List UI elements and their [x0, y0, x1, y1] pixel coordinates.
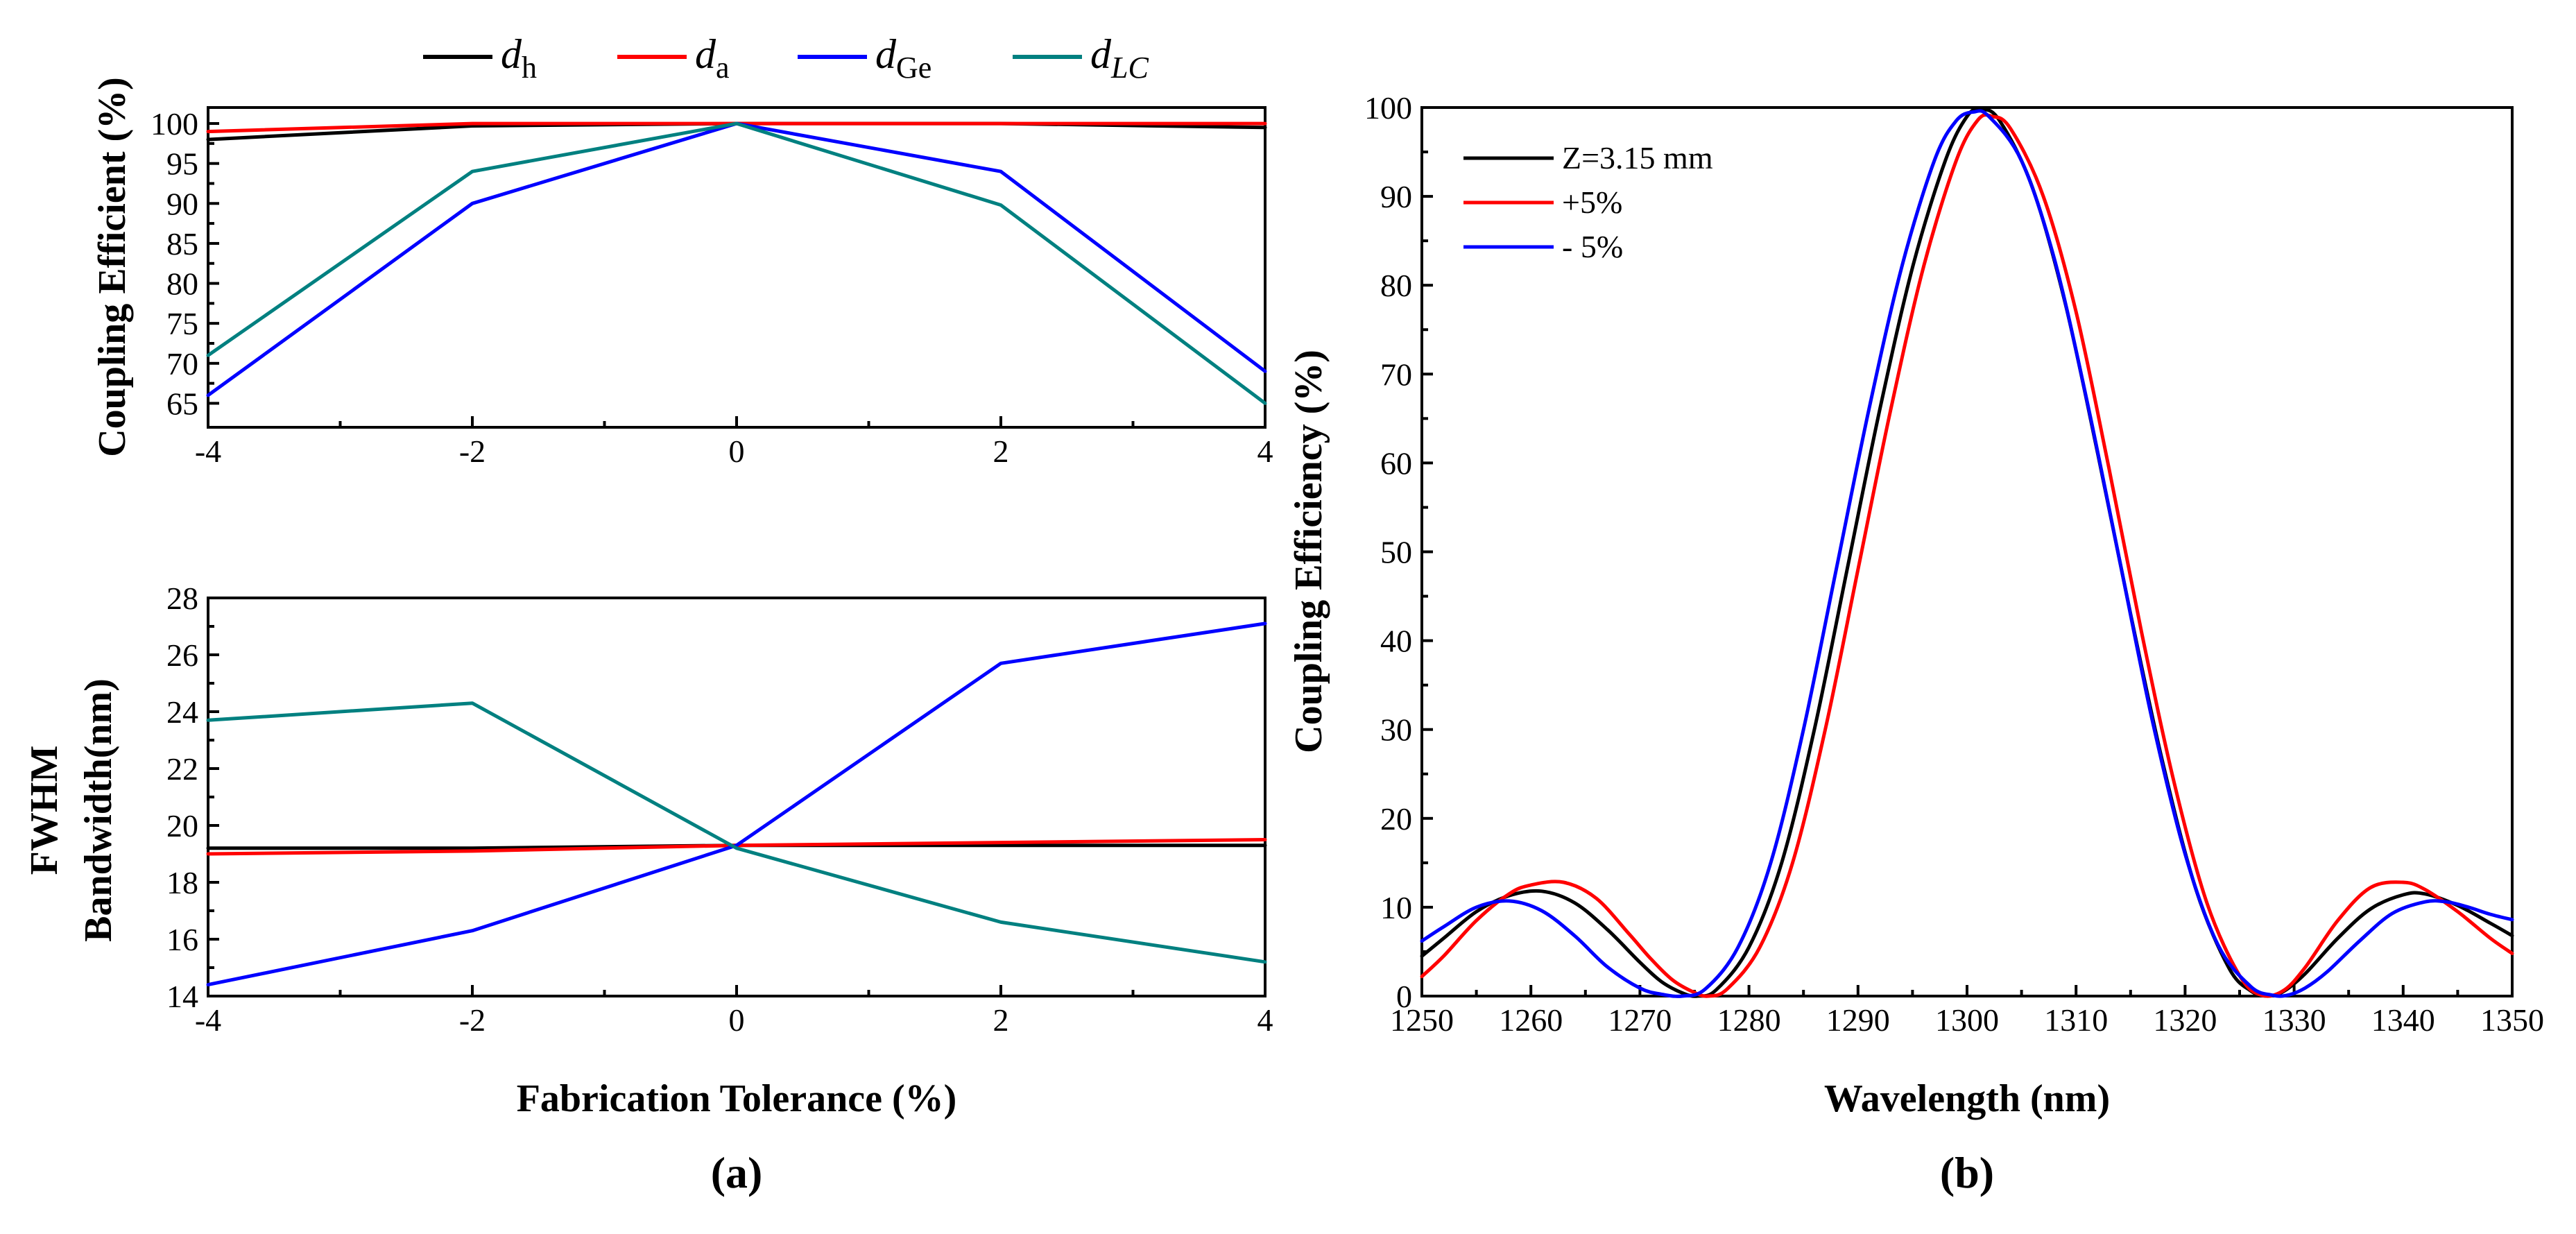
x-tick-label: -2 — [459, 1002, 486, 1038]
x-tick-label: 1310 — [2044, 1002, 2108, 1038]
x-tick-label: 2 — [993, 1002, 1009, 1038]
series-line-a-bottom-dGe — [206, 622, 1267, 987]
panel-b-chart: 1250 1260 1270 1280 1290 1300 1310 1320 1330 1340… — [1287, 90, 2544, 1197]
y-axis-title-a-bottom-line1: FWHM — [23, 746, 66, 875]
y-tick-label: 70 — [1380, 357, 1412, 392]
x-tick-label: -2 — [459, 434, 486, 469]
y-tick-label: 18 — [166, 865, 198, 900]
legend-label-dGe: dGe — [875, 31, 931, 85]
series-line-b-- 5% — [1420, 109, 2514, 998]
x-ticks-a-bottom: -4 -2 0 2 4 — [195, 985, 1273, 1038]
x-tick-label: 1330 — [2262, 1002, 2326, 1038]
series-a-bottom — [206, 622, 1267, 987]
y-tick-label: 65 — [166, 386, 198, 421]
y-tick-label: 30 — [1380, 712, 1412, 748]
legend-label-dLC: dLC — [1090, 31, 1149, 85]
y-tick-label: 90 — [166, 186, 198, 221]
legend-label-dh: dh — [501, 31, 537, 85]
series-line-a-top-dGe — [206, 121, 1267, 397]
y-tick-label: 40 — [1380, 624, 1412, 659]
y-tick-label: 100 — [1364, 90, 1412, 126]
x-tick-label: 4 — [1257, 434, 1273, 469]
y-tick-label: 26 — [166, 637, 198, 673]
y-tick-label: 50 — [1380, 535, 1412, 570]
x-tick-label: 1250 — [1390, 1002, 1454, 1038]
legend-label-b: Z=3.15 mm — [1562, 140, 1713, 175]
legend-label-b: +5% — [1562, 185, 1622, 220]
y-tick-label: 90 — [1380, 179, 1412, 214]
y-tick-label: 24 — [166, 694, 198, 730]
y-tick-label: 28 — [166, 581, 198, 616]
x-tick-label: 1280 — [1717, 1002, 1781, 1038]
x-axis-title-b: Wavelength (nm) — [1824, 1077, 2110, 1120]
y-tick-label: 80 — [1380, 268, 1412, 303]
y-tick-label: 0 — [1396, 979, 1412, 1014]
plot-frame-a-top — [207, 106, 1266, 429]
y-tick-label: 20 — [166, 808, 198, 843]
y-tick-label: 60 — [1380, 445, 1412, 481]
x-tick-label: 4 — [1257, 1002, 1273, 1038]
y-tick-label: 14 — [166, 979, 198, 1014]
y-axis-title-b: Coupling Efficiency (%) — [1287, 350, 1330, 753]
y-tick-label: 70 — [166, 346, 198, 382]
y-tick-label: 22 — [166, 751, 198, 787]
x-tick-label: 1260 — [1499, 1002, 1563, 1038]
x-tick-label: 1320 — [2153, 1002, 2217, 1038]
legend-a: dh da dGe dLC — [423, 31, 1149, 85]
x-tick-label: 1270 — [1608, 1002, 1672, 1038]
series-b — [1420, 107, 2514, 998]
y-ticks-a-bottom: 14 16 18 20 22 24 26 28 — [166, 581, 219, 1014]
y-tick-label: 10 — [1380, 890, 1412, 925]
panel-label-a: (a) — [711, 1148, 763, 1197]
y-tick-label: 80 — [166, 266, 198, 302]
panel-a-top-chart: -4 -2 0 2 4 65 70 75 80 85 90 95 100 Coupling Effic… — [91, 77, 1273, 469]
series-line-a-bottom-dLC — [206, 701, 1267, 964]
x-tick-label: 0 — [729, 1002, 745, 1038]
x-tick-label: 0 — [729, 434, 745, 469]
series-line-a-top-dLC — [206, 121, 1267, 405]
legend-label-b: - 5% — [1562, 229, 1623, 264]
panel-label-b: (b) — [1940, 1148, 1994, 1197]
series-a-top — [206, 121, 1267, 405]
x-ticks-a-top: -4 -2 0 2 4 — [195, 416, 1273, 469]
x-tick-label: 1350 — [2480, 1002, 2544, 1038]
y-tick-label: 100 — [151, 106, 198, 142]
x-axis-title-a: Fabrication Tolerance (%) — [517, 1077, 957, 1120]
x-ticks-b: 1250 1260 1270 1280 1290 1300 1310 1320 1330 1340… — [1390, 985, 2544, 1038]
x-tick-label: -4 — [195, 434, 221, 469]
y-ticks-b: 0 10 20 30 40 50 60 70 80 90 100 — [1364, 90, 1433, 1014]
x-tick-label: 1300 — [1935, 1002, 1999, 1038]
x-tick-label: 1340 — [2371, 1002, 2435, 1038]
y-axis-title-a-bottom-line2: Bandwidth(nm) — [77, 678, 120, 942]
y-ticks-a-top: 65 70 75 80 85 90 95 100 — [151, 106, 219, 421]
x-tick-label: -4 — [195, 1002, 221, 1038]
y-tick-label: 95 — [166, 146, 198, 182]
legend-label-da: da — [695, 31, 730, 85]
x-tick-label: 2 — [993, 434, 1009, 469]
legend-b: Z=3.15 mm +5% - 5% — [1463, 140, 1713, 264]
y-tick-label: 20 — [1380, 801, 1412, 837]
x-tick-label: 1290 — [1826, 1002, 1890, 1038]
y-tick-label: 85 — [166, 226, 198, 262]
series-line-b-+5% — [1420, 113, 2514, 998]
y-tick-label: 16 — [166, 922, 198, 957]
y-axis-title-a-top: Coupling Efficient (%) — [91, 77, 134, 457]
y-tick-label: 75 — [166, 306, 198, 341]
